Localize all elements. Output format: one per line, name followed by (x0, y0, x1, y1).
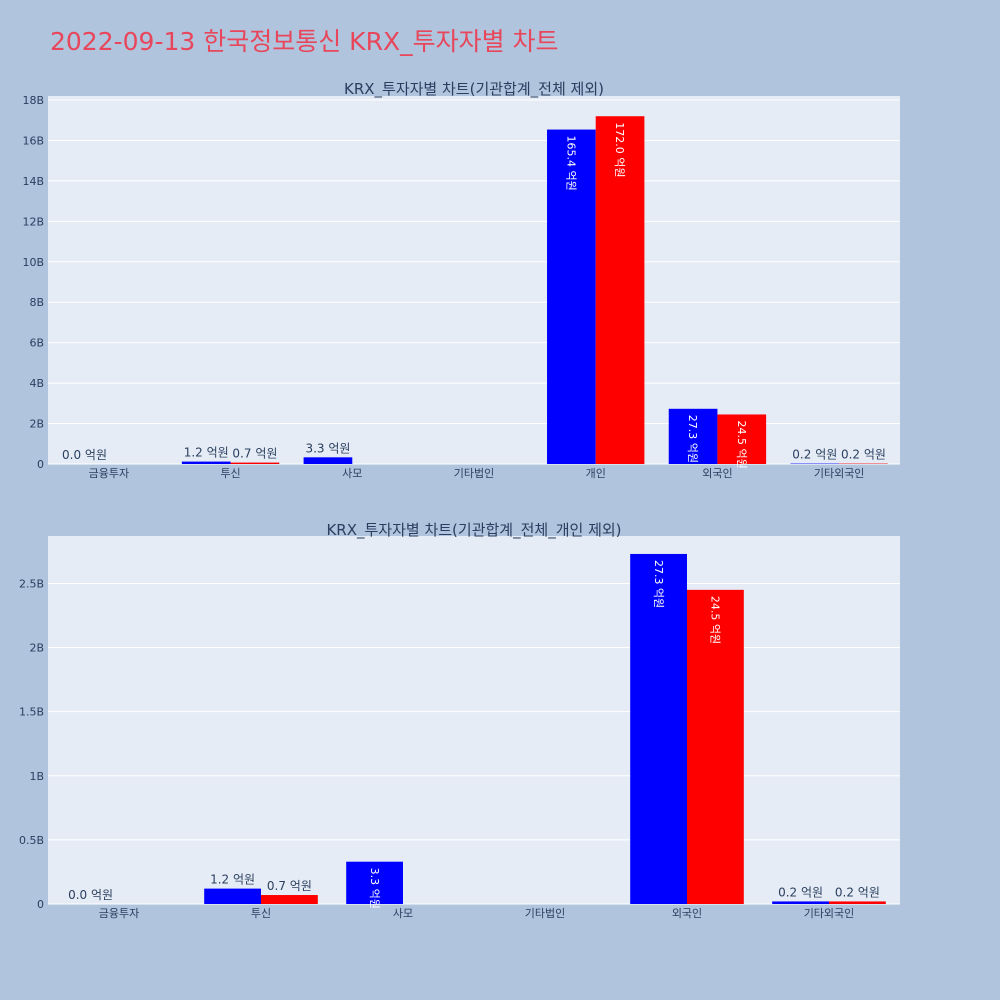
x-tick-label: 기타외국인 (814, 467, 865, 480)
bar (204, 888, 261, 904)
y-tick-label: 2B (29, 418, 44, 431)
bar-label: 0.2 억원 (778, 885, 823, 899)
bar-label: 172.0 억원 (613, 122, 626, 177)
bar-label: 0.2 억원 (835, 885, 880, 899)
bar (717, 414, 767, 464)
bar (687, 589, 744, 904)
chart-title: KRX_투자자별 차트(기관합계_전체_개인 제외) (326, 521, 621, 540)
y-tick-label: 18B (22, 94, 44, 107)
x-tick-label: 기타외국인 (804, 907, 855, 920)
bar-label: 0.7 억원 (267, 879, 312, 893)
x-tick-label: 외국인 (672, 907, 702, 920)
bar (261, 895, 318, 904)
y-tick-label: 16B (22, 134, 44, 147)
bar (181, 461, 231, 464)
bar-label: 0.0 억원 (62, 448, 107, 462)
y-tick-label: 0 (37, 458, 44, 471)
x-tick-label: 사모 (342, 467, 362, 480)
x-tick-label: 사모 (393, 907, 413, 920)
x-tick-label: 금융투자 (99, 907, 139, 920)
y-tick-label: 8B (29, 296, 44, 309)
y-tick-label: 4B (29, 377, 44, 390)
page-title: 2022-09-13 한국정보통신 KRX_투자자별 차트 (50, 27, 559, 56)
bar (829, 901, 886, 904)
bar-label: 0.2 억원 (792, 448, 837, 462)
chart-1: KRX_투자자별 차트(기관합계_전체 제외) 0 2B 4B 6B 8B 10B 12B 14… (22, 80, 900, 480)
y-tick-label: 2B (29, 642, 44, 655)
bar-label: 24.5 억원 (735, 420, 748, 468)
bar-label: 24.5 억원 (709, 596, 722, 644)
bar-label: 27.3 억원 (652, 560, 665, 608)
x-tick-label: 기타법인 (525, 907, 565, 920)
bar-label: 0.0 억원 (68, 888, 113, 902)
y-tick-label: 14B (22, 175, 44, 188)
y-tick-label: 0.5B (19, 834, 44, 847)
bar-label: 165.4 억원 (565, 136, 578, 191)
bar-label: 27.3 억원 (686, 415, 699, 463)
x-tick-label: 개인 (586, 467, 606, 480)
y-tick-label: 12B (22, 215, 44, 228)
chart-title: KRX_투자자별 차트(기관합계_전체 제외) (344, 80, 604, 99)
x-tick-label: 기타법인 (454, 467, 494, 480)
bar (630, 553, 687, 904)
y-tick-label: 0 (37, 898, 44, 911)
bar-label: 0.2 억원 (841, 448, 886, 462)
bar (595, 116, 645, 464)
bar (668, 408, 718, 464)
bar (303, 457, 353, 464)
bar-label: 1.2 억원 (210, 873, 255, 887)
bar (346, 861, 403, 904)
plot-area (48, 96, 900, 464)
bar-label: 3.3 억원 (368, 868, 381, 909)
y-tick-label: 2.5B (19, 577, 44, 590)
y-tick-label: 6B (29, 337, 44, 350)
bar (230, 462, 280, 464)
x-tick-label: 금융투자 (89, 467, 129, 480)
bar-label: 0.7 억원 (232, 447, 277, 461)
bar (772, 901, 829, 904)
x-tick-label: 투신 (220, 467, 240, 480)
x-tick-label: 외국인 (702, 467, 732, 480)
y-tick-label: 1.5B (19, 706, 44, 719)
chart-2: KRX_투자자별 차트(기관합계_전체_개인 제외) 0 0.5B 1B 1.5B 2B 2… (19, 521, 900, 920)
y-tick-label: 10B (22, 256, 44, 269)
plot-area (48, 536, 900, 904)
bar-label: 1.2 억원 (184, 446, 229, 460)
bar-label: 3.3 억원 (305, 441, 350, 455)
bar (547, 129, 596, 465)
y-tick-label: 1B (29, 770, 44, 783)
x-tick-label: 투신 (251, 907, 271, 920)
